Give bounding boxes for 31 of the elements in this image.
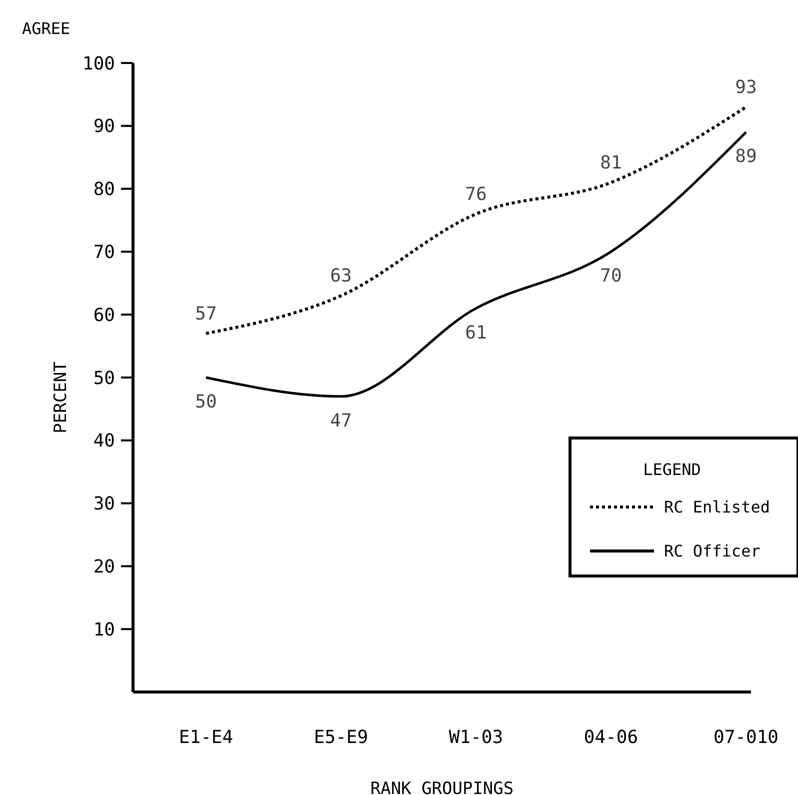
data-label: 70: [600, 266, 622, 287]
y-tick-label: 80: [93, 179, 115, 200]
y-tick-label: 90: [93, 116, 115, 138]
text: AGREE: [22, 19, 70, 38]
data-label: 89: [735, 146, 757, 168]
legend-title: LEGEND: [643, 460, 701, 479]
data-label: 50: [195, 392, 217, 412]
y-tick-label: 40: [93, 430, 115, 452]
data-label: 76: [465, 184, 487, 205]
x-tick-label: E1-E4: [178, 727, 234, 748]
y-tick-label: 60: [93, 304, 115, 326]
x-tick-label: 04-06: [584, 727, 638, 748]
x-tick-label: W1-03: [448, 727, 504, 748]
legend-label: RC Enlisted: [664, 498, 770, 517]
data-label: 47: [330, 410, 352, 432]
y-tick-label: 50: [93, 368, 115, 389]
data-label: 63: [330, 266, 352, 287]
data-label: 61: [465, 322, 487, 344]
data-label: 93: [735, 77, 757, 98]
x-tick-label: E5-E9: [314, 727, 368, 748]
y-tick-label: 30: [93, 494, 115, 515]
y-tick-label: 10: [93, 619, 115, 640]
y-tick-label: 100: [82, 53, 115, 74]
y-tick-label: 70: [93, 242, 115, 263]
legend-label: RC Officer: [664, 542, 761, 561]
y-axis-title: PERCENT: [51, 362, 71, 434]
x-axis-title: RANK GROUPINGS: [370, 779, 514, 795]
x-tick-label: 07-010: [713, 727, 779, 748]
data-label: 57: [195, 303, 217, 324]
data-label: 81: [600, 152, 622, 174]
y-tick-label: 20: [93, 556, 115, 578]
